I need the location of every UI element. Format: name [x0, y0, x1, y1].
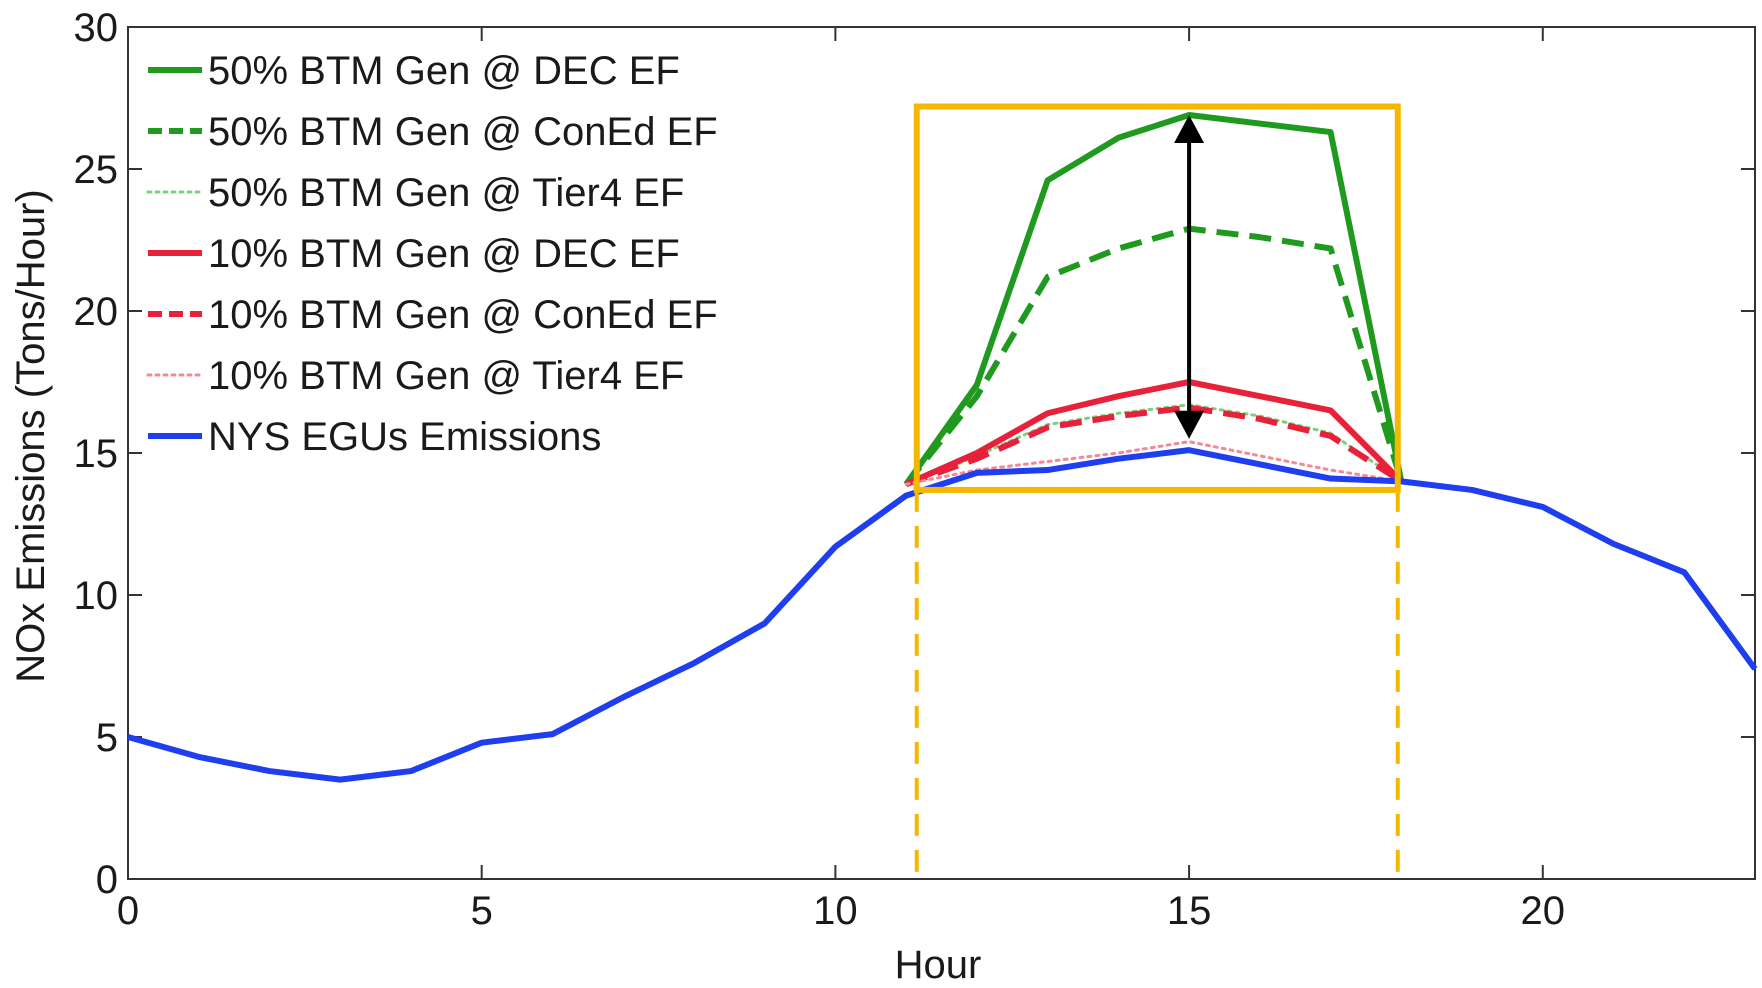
y-tick-label: 25 [74, 148, 119, 192]
legend-label-6: NYS EGUs Emissions [208, 415, 601, 459]
series-line-3 [904, 379, 1404, 487]
arrow-head-up [1174, 115, 1205, 144]
legend-label-5: 10% BTM Gen @ Tier4 EF [208, 354, 684, 398]
series-line-2 [904, 403, 1403, 486]
series-line-1 [903, 225, 1405, 487]
annotations [913, 103, 1401, 877]
legend-label-3: 10% BTM Gen @ DEC EF [208, 232, 680, 276]
arrow-head-down [1174, 410, 1205, 439]
highlight-box [913, 103, 1401, 493]
y-tick-label: 15 [74, 432, 119, 476]
legend: 50% BTM Gen @ DEC EF 50% BTM Gen @ ConEd … [146, 49, 718, 459]
series-lines [127, 112, 1758, 783]
x-tick-label: 15 [1167, 889, 1212, 933]
y-axis-title: NOx Emissions (Tons/Hour) [9, 189, 53, 682]
legend-label-1: 50% BTM Gen @ ConEd EF [208, 110, 718, 154]
x-tick-label: 0 [117, 889, 139, 933]
x-tick-label: 10 [813, 889, 858, 933]
series-line-6 [127, 447, 1758, 783]
y-tick-label: 0 [96, 858, 118, 902]
x-tick-label: 20 [1521, 889, 1566, 933]
series-line-0 [903, 112, 1405, 486]
y-tick-label: 10 [74, 574, 119, 618]
y-tick-label: 20 [74, 290, 119, 334]
series-line-5 [904, 440, 1403, 486]
y-tick-label: 5 [96, 716, 118, 760]
legend-label-2: 50% BTM Gen @ Tier4 EF [208, 171, 684, 215]
tick-labels: 0 5 10 15 20 0 5 10 15 20 25 30 [74, 6, 1566, 933]
x-axis-title: Hour [895, 943, 982, 987]
y-tick-label: 30 [74, 6, 119, 50]
x-tick-label: 5 [471, 889, 493, 933]
legend-label-0: 50% BTM Gen @ DEC EF [208, 49, 680, 93]
legend-label-4: 10% BTM Gen @ ConEd EF [208, 293, 718, 337]
